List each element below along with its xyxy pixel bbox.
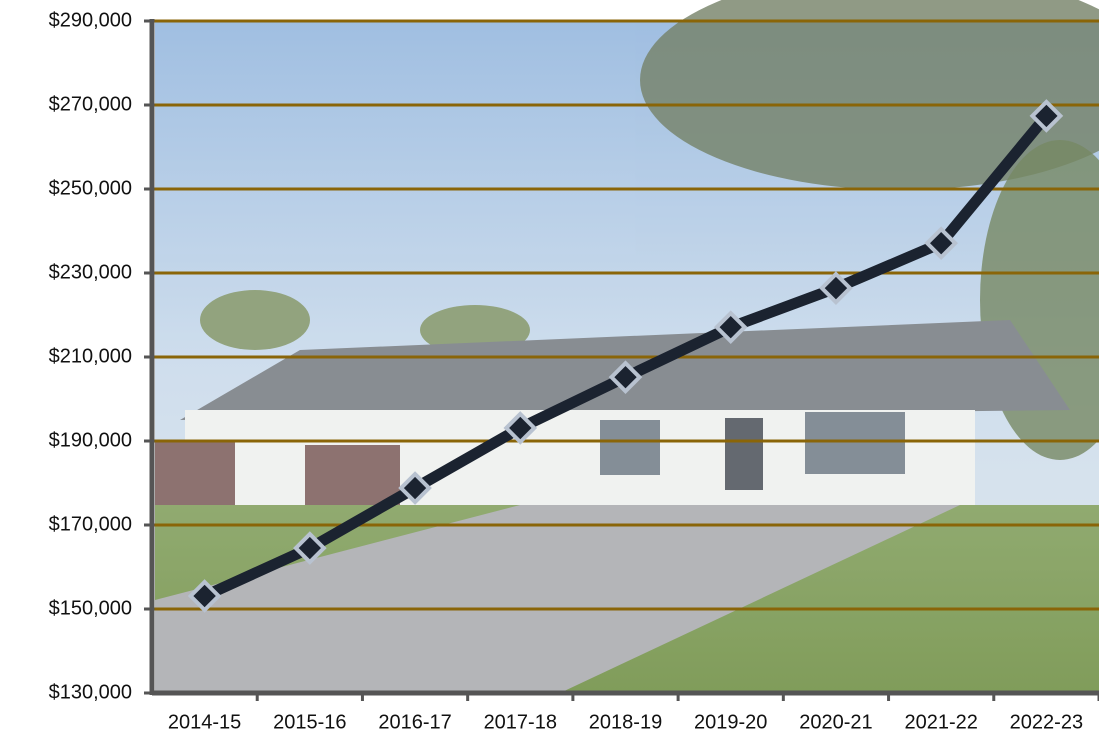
marker bbox=[608, 360, 643, 394]
y-tick-label: $290,000 bbox=[49, 9, 132, 31]
marker bbox=[713, 310, 748, 345]
y-tick-label: $130,000 bbox=[49, 681, 132, 703]
x-tick-label: 2019-20 bbox=[694, 711, 767, 733]
marker bbox=[187, 579, 222, 613]
y-tick-label: $190,000 bbox=[49, 429, 132, 451]
x-tick-label: 2015-16 bbox=[273, 711, 346, 733]
marker bbox=[1029, 99, 1064, 133]
y-tick-label: $230,000 bbox=[49, 261, 132, 283]
marker bbox=[924, 226, 958, 261]
marker bbox=[293, 531, 327, 565]
y-tick-label: $170,000 bbox=[49, 513, 132, 535]
x-tick-label: 2020-21 bbox=[799, 711, 872, 733]
marker bbox=[398, 471, 432, 505]
x-tick-label: 2014-15 bbox=[168, 711, 241, 733]
x-tick-label: 2016-17 bbox=[378, 711, 451, 733]
marker bbox=[819, 271, 853, 305]
marker bbox=[503, 411, 538, 445]
x-tick-label: 2022-23 bbox=[1010, 711, 1083, 733]
y-tick-label: $150,000 bbox=[49, 597, 132, 619]
x-tick-label: 2018-19 bbox=[589, 711, 662, 733]
x-tick-label: 2021-22 bbox=[904, 711, 977, 733]
background-photo bbox=[155, 0, 1099, 693]
y-tick-label: $270,000 bbox=[49, 93, 132, 115]
y-tick-label: $210,000 bbox=[49, 345, 132, 367]
y-tick-label: $250,000 bbox=[49, 177, 132, 199]
x-tick-label: 2017-18 bbox=[484, 711, 557, 733]
